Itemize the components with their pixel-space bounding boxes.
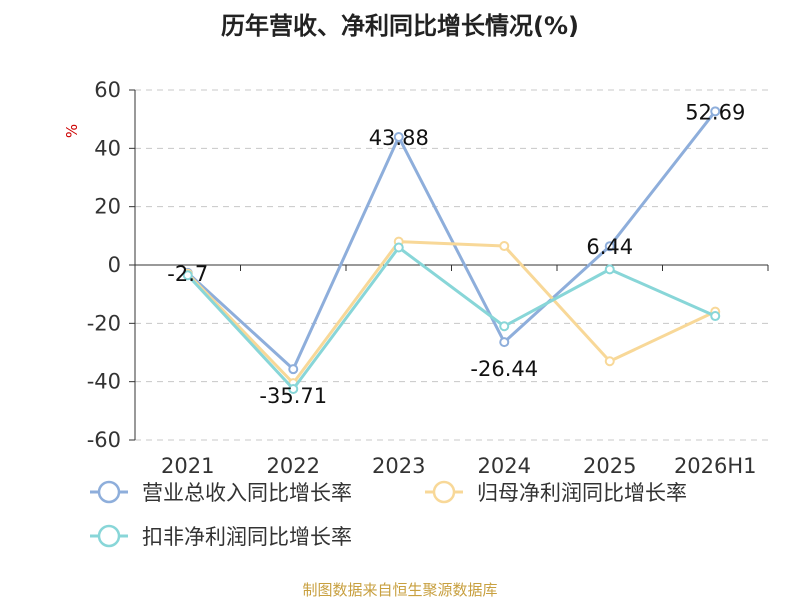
y-tick-label: 40 <box>94 136 121 160</box>
data-point <box>182 270 193 281</box>
data-labels: -2.7 -35.71 43.88 -26.44 6.44 52.69 <box>167 100 745 408</box>
data-label: -2.7 <box>167 262 208 286</box>
x-tick-label: 2025 <box>583 454 636 478</box>
data-point <box>499 321 510 332</box>
data-point <box>710 311 721 322</box>
y-tick-label: -60 <box>87 428 121 452</box>
legend-marker-swatch <box>432 480 456 504</box>
axes: 60 40 20 0 -20 -40 -60 2021 2022 2023 2024 2025 2026… <box>87 78 769 478</box>
legend-item: 归母净利润同比增长率 <box>425 480 687 505</box>
data-point <box>499 337 510 348</box>
data-point <box>604 356 615 367</box>
legend-item: 扣非净利润同比增长率 <box>90 524 352 549</box>
x-tick-label: 2024 <box>478 454 531 478</box>
legend-label: 营业总收入同比增长率 <box>142 481 352 505</box>
y-axis-label: % <box>63 124 81 138</box>
data-point <box>288 383 299 394</box>
y-tick-label: 0 <box>108 253 121 277</box>
data-point <box>393 132 404 143</box>
x-tick-label: 2026H1 <box>674 454 757 478</box>
x-tick-label: 2021 <box>161 454 214 478</box>
y-tick-label: -40 <box>87 370 121 394</box>
series-line <box>186 110 717 371</box>
data-point <box>604 241 615 252</box>
data-label: -35.71 <box>259 384 327 408</box>
legend-item: 营业总收入同比增长率 <box>90 480 352 505</box>
legend-marker-swatch <box>97 480 121 504</box>
y-tick-label: 20 <box>94 195 121 219</box>
legend-marker-swatch <box>97 524 121 548</box>
x-tick-label: 2022 <box>267 454 320 478</box>
legend-label: 扣非净利润同比增长率 <box>142 525 352 549</box>
data-point <box>604 264 615 275</box>
series-line <box>186 246 716 391</box>
data-label: -26.44 <box>470 357 538 381</box>
chart-title: 历年营收、净利同比增长情况(%) <box>221 12 579 40</box>
data-point <box>710 106 721 117</box>
data-label: 43.88 <box>369 126 429 150</box>
legend-label: 归母净利润同比增长率 <box>477 481 687 505</box>
x-tick-label: 2023 <box>372 454 425 478</box>
source-note: 制图数据来自恒生聚源数据库 <box>302 581 497 599</box>
data-point <box>393 242 404 253</box>
series-lines <box>182 106 721 394</box>
data-point <box>288 364 299 375</box>
series-line <box>186 240 716 385</box>
y-tick-label: -20 <box>87 311 121 335</box>
data-point <box>499 241 510 252</box>
y-tick-label: 60 <box>94 78 121 102</box>
data-label: 52.69 <box>685 100 745 124</box>
data-label: 6.44 <box>586 235 633 259</box>
